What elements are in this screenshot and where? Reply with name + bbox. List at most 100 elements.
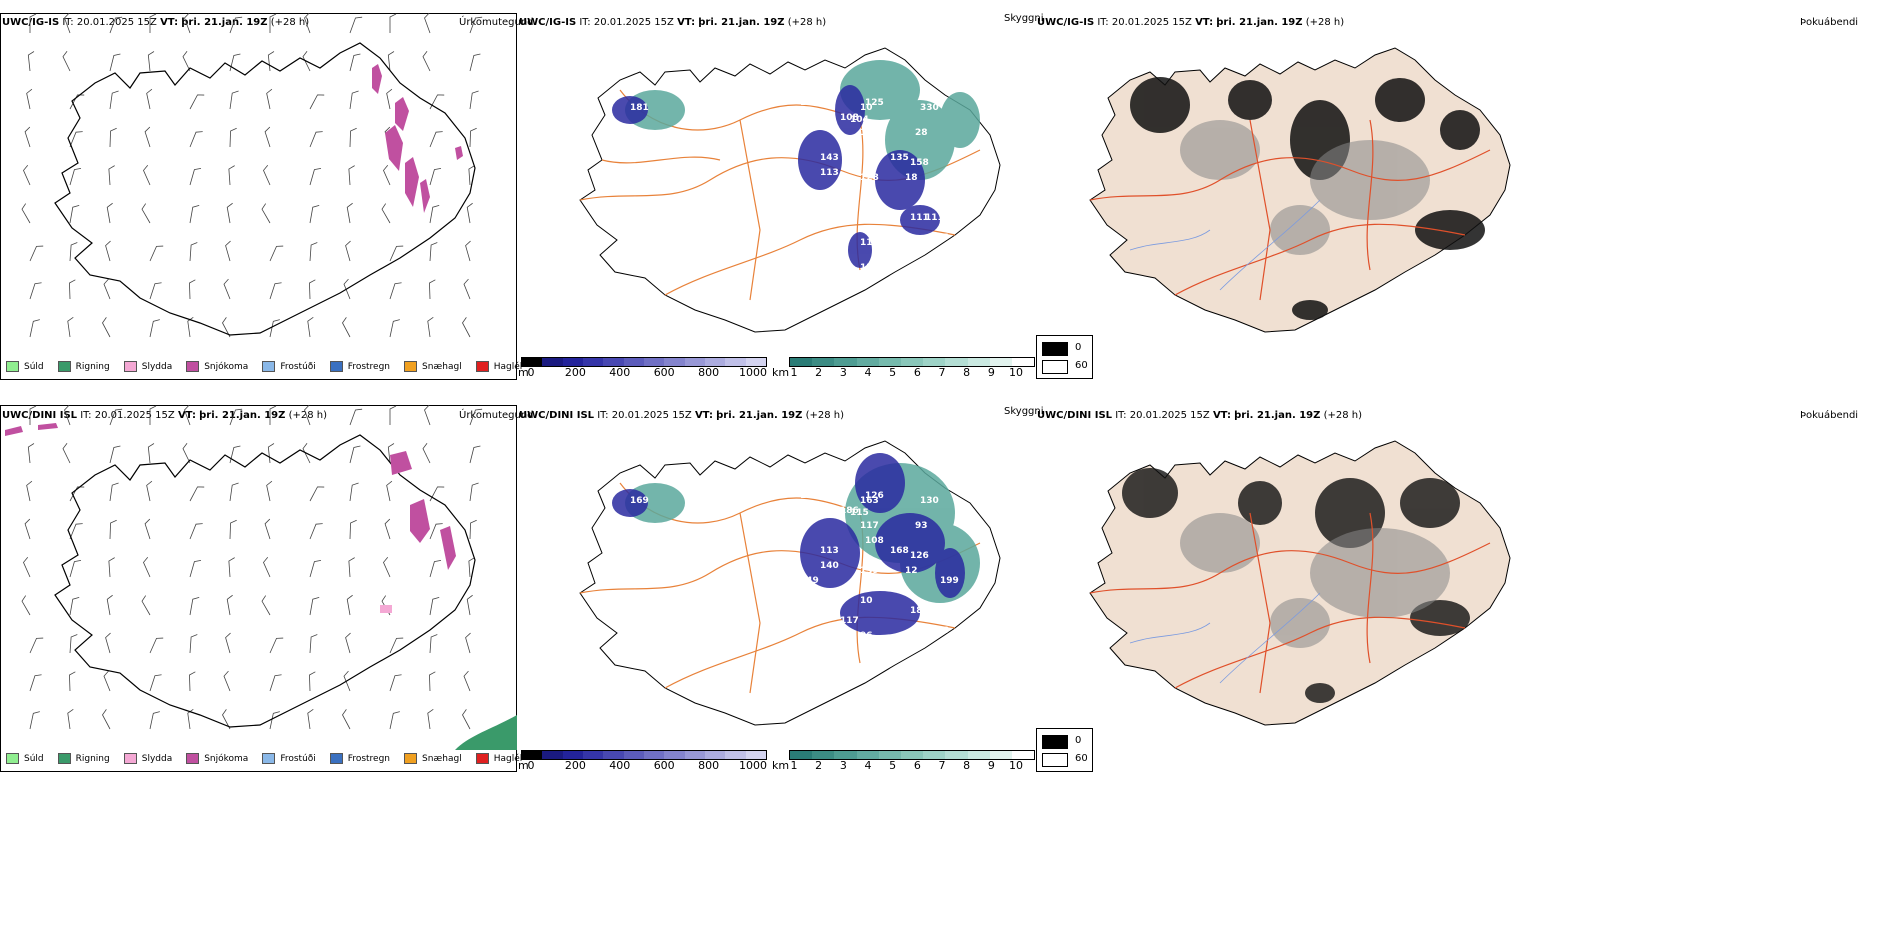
visibility-value-label: 149 (800, 576, 819, 586)
wind-barb (184, 404, 191, 426)
wind-barb (429, 671, 436, 692)
wind-barbs (21, 404, 483, 730)
colorbar-tick-label: 8 (963, 759, 971, 772)
wind-barb (349, 519, 357, 540)
wind-barb (383, 164, 391, 186)
precip-rain-area (455, 715, 517, 750)
legend-swatch (404, 753, 418, 764)
colorbar-segment-9 (704, 751, 726, 759)
colorbar-tick-label: 600 (653, 759, 675, 772)
wind-barb (345, 240, 351, 262)
wind-barb (309, 559, 322, 578)
ceiling-unit: m (518, 759, 529, 772)
colorbar-tick-label: 3 (839, 759, 847, 772)
visibility-value-label: 128 (860, 173, 879, 183)
legend-swatch (57, 753, 71, 764)
ceiling-blue-areas (612, 85, 940, 268)
wind-barb (269, 13, 277, 33)
fog-grey-areas (1180, 513, 1450, 648)
visibility-value-label: 143 (820, 153, 839, 163)
fog-legend-top: 0 60 (1036, 335, 1093, 379)
wind-barb (346, 202, 353, 224)
legend-item-3: Snjókoma (186, 753, 248, 764)
wind-barb (269, 674, 282, 692)
wind-barb (109, 90, 119, 110)
wind-barb (29, 245, 44, 262)
wind-barb (307, 709, 314, 730)
legend-swatch (404, 361, 418, 372)
wind-barb (21, 203, 31, 224)
wind-barb (389, 319, 400, 338)
lead-time: (+28 h) (787, 17, 827, 28)
wind-barb (263, 556, 271, 578)
colorbar-tick-label: 2 (815, 759, 823, 772)
wind-barb (222, 709, 231, 730)
valid-time: þri. 21.jan. 19Z (1216, 17, 1303, 28)
visibility-value-label: 10 (860, 596, 873, 606)
visibility-value-label: 126 (910, 551, 929, 561)
wind-barb (348, 557, 355, 578)
legend-swatch (57, 361, 71, 372)
legend-swatch (6, 753, 19, 764)
visibility-value-label: 117 (840, 616, 859, 626)
wind-barb (422, 51, 431, 72)
visibility-value-label: 163 (860, 496, 879, 506)
wind-barb (149, 13, 157, 33)
colorbar-segment-6 (923, 751, 946, 759)
init-time: IT: 20.01.2025 15Z (1097, 17, 1192, 28)
precip-type-legend-bottom: Súld Rigning Slydda Snjókoma Frostúði Frostre… (6, 753, 536, 764)
valid-time-label: VT: (677, 17, 696, 28)
visibility-value-label: 105 (930, 233, 949, 243)
wind-barb (189, 671, 196, 692)
colorbar-tick-label: 2 (815, 366, 823, 379)
wind-barb (29, 319, 40, 338)
legend-item-0: Súld (6, 361, 44, 372)
colorbar-segment-10 (1011, 751, 1035, 759)
colorbar-tick-label: 1000 (739, 759, 767, 772)
legend-swatch (186, 361, 200, 372)
visibility-value-label: 116 (860, 238, 879, 248)
wind-barb (23, 164, 31, 186)
init-time: IT: 20.01.2025 15Z (62, 17, 157, 28)
precip-sleet-area (380, 605, 392, 613)
fog-indicator-map-bottom (1089, 440, 1511, 726)
wind-barb (67, 709, 74, 730)
colorbar-segment-7 (664, 751, 685, 759)
wind-barb (384, 518, 391, 540)
visibility-value-label: 139 (860, 566, 879, 576)
legend-label: Súld (24, 753, 44, 764)
visibility-value-label: 117 (860, 521, 879, 531)
wind-barb (29, 637, 44, 654)
colorbar-tick-label: 1 (790, 759, 798, 772)
model-name: UWC/IG-IS (519, 17, 577, 28)
wind-barb (389, 674, 402, 692)
panel-header-bottom-right: UWC/DINI ISL IT: 20.01.2025 15Z VT: þri.… (1037, 410, 1362, 422)
colorbar-segment-1 (812, 751, 835, 759)
colorbar-segment-3 (582, 751, 604, 759)
wind-barb (463, 670, 471, 692)
wind-barb (386, 480, 393, 502)
wind-barb (143, 164, 151, 186)
legend-swatch (475, 753, 489, 764)
wind-barb (309, 634, 318, 654)
wind-barb (189, 131, 203, 148)
wind-barb (263, 164, 271, 186)
wind-barb (189, 94, 205, 110)
legend-item-5: Frostregn (329, 361, 391, 372)
visibility-unit: km (772, 366, 790, 379)
visibility-value-label: 104 (850, 115, 869, 125)
visibility-value-label: 115 (860, 128, 879, 138)
ceiling-colorbar-top (521, 357, 767, 367)
fog-legend-label-0: 0 (1075, 735, 1082, 746)
wind-barb (69, 279, 76, 300)
colorbar-tick-label: 400 (609, 366, 631, 379)
visibility-value-label: 113 (820, 168, 839, 178)
visibility-value-label: 126 (865, 491, 884, 501)
rivers (1129, 592, 1321, 684)
colorbar-segment-1 (542, 358, 563, 366)
model-name: UWC/DINI ISL (2, 410, 78, 421)
legend-label: Frostregn (347, 361, 391, 372)
wind-barb (64, 404, 71, 426)
wind-barb (309, 167, 322, 186)
